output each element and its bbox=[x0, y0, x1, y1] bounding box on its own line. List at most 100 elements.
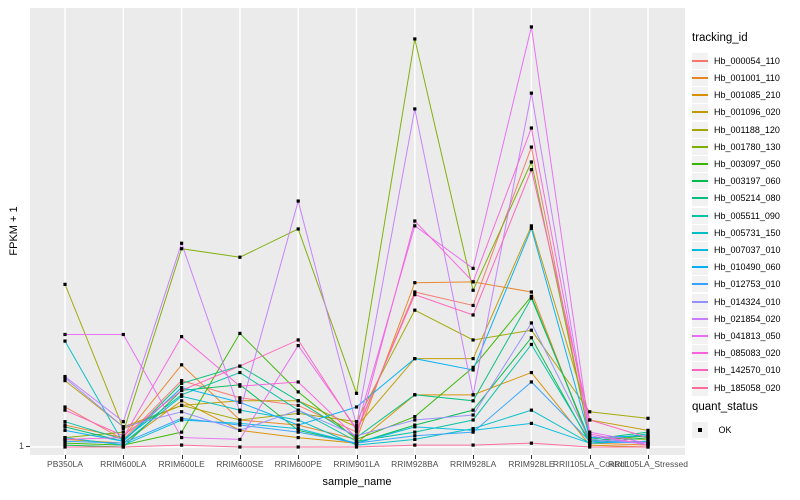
data-point bbox=[413, 356, 417, 361]
data-point bbox=[529, 336, 533, 340]
legend-item-Hb_185058_020: Hb_185058_020 bbox=[692, 379, 781, 396]
line-swatch-icon bbox=[692, 155, 708, 172]
data-point bbox=[413, 443, 417, 447]
line-swatch-icon bbox=[692, 52, 708, 69]
data-point bbox=[354, 430, 359, 434]
data-point bbox=[588, 410, 592, 414]
legend-label: Hb_021854_020 bbox=[714, 313, 781, 324]
y-tick-mark bbox=[26, 446, 30, 447]
data-point bbox=[354, 420, 359, 424]
data-point bbox=[296, 423, 300, 427]
data-point bbox=[471, 413, 475, 417]
data-point bbox=[529, 168, 533, 172]
line-swatch-icon bbox=[692, 69, 708, 86]
legend-item-Hb_001085_210: Hb_001085_210 bbox=[692, 86, 781, 104]
data-point bbox=[121, 443, 125, 447]
y-axis-title: FPKM + 1 bbox=[8, 206, 20, 256]
plot-panel bbox=[30, 8, 685, 455]
x-tick-mark bbox=[531, 455, 533, 459]
data-point bbox=[646, 435, 650, 440]
line-swatch-icon bbox=[692, 327, 708, 344]
data-point bbox=[413, 434, 417, 438]
data-point bbox=[413, 393, 417, 397]
data-point bbox=[63, 374, 67, 379]
data-point bbox=[180, 430, 184, 434]
data-point bbox=[646, 439, 650, 443]
data-point bbox=[354, 425, 359, 429]
data-point bbox=[180, 410, 184, 414]
y-tick-label-1: 1 bbox=[18, 441, 24, 451]
data-point bbox=[354, 445, 359, 449]
data-point bbox=[180, 399, 184, 403]
legend-label: Hb_007037_010 bbox=[714, 244, 781, 255]
line-swatch-icon bbox=[692, 362, 708, 379]
legend-item-Hb_021854_020: Hb_021854_020 bbox=[692, 310, 781, 327]
data-point bbox=[238, 423, 242, 427]
legend-item-Hb_003197_060: Hb_003197_060 bbox=[692, 172, 781, 190]
legend-label: Hb_041813_050 bbox=[714, 330, 781, 341]
data-point bbox=[529, 226, 533, 230]
x-axis-title: sample_name bbox=[322, 476, 392, 488]
x-tick-mark bbox=[123, 455, 125, 459]
data-point bbox=[529, 342, 533, 347]
legend-label: Hb_001001_110 bbox=[714, 72, 780, 83]
line-swatch-icon bbox=[692, 190, 708, 207]
legend-label: OK bbox=[718, 424, 732, 435]
data-point bbox=[296, 418, 300, 422]
data-point bbox=[296, 426, 300, 431]
data-point bbox=[121, 332, 125, 337]
data-point bbox=[121, 434, 125, 438]
data-point bbox=[180, 435, 184, 440]
data-point bbox=[354, 428, 359, 432]
chart-canvas bbox=[30, 8, 685, 455]
legend-item-Hb_085083_020: Hb_085083_020 bbox=[692, 344, 781, 362]
legend-label: Hb_000054_110 bbox=[714, 55, 780, 66]
data-point bbox=[238, 255, 242, 259]
line-swatch-icon bbox=[692, 104, 708, 121]
x-tick-label-PB350LA: PB350LA bbox=[47, 459, 83, 469]
data-point bbox=[238, 418, 242, 422]
x-tick-mark bbox=[414, 455, 416, 459]
data-point bbox=[354, 434, 359, 438]
data-point bbox=[413, 224, 417, 228]
legend-item-Hb_000054_110: Hb_000054_110 bbox=[692, 52, 780, 69]
data-point bbox=[238, 437, 242, 442]
legend-item-Hb_005214_080: Hb_005214_080 bbox=[692, 190, 781, 207]
data-point bbox=[63, 439, 67, 443]
data-point bbox=[121, 430, 125, 434]
data-point bbox=[238, 370, 242, 375]
data-point bbox=[529, 294, 533, 298]
data-point bbox=[121, 435, 125, 440]
data-point bbox=[413, 418, 417, 422]
data-point bbox=[413, 290, 417, 294]
data-point bbox=[238, 384, 242, 388]
data-point bbox=[296, 435, 300, 440]
data-point bbox=[471, 288, 475, 292]
data-point bbox=[471, 266, 475, 270]
data-point bbox=[529, 296, 533, 300]
legend-label: Hb_014324_010 bbox=[714, 296, 781, 307]
data-point bbox=[354, 437, 359, 442]
data-point bbox=[180, 385, 184, 390]
data-point bbox=[354, 423, 359, 427]
data-point bbox=[413, 293, 417, 297]
data-point bbox=[413, 425, 417, 429]
data-point bbox=[588, 439, 592, 443]
data-point bbox=[63, 428, 67, 432]
legend-item-Hb_041813_050: Hb_041813_050 bbox=[692, 327, 781, 344]
data-point bbox=[180, 247, 184, 251]
data-point bbox=[413, 219, 417, 223]
data-point bbox=[413, 423, 417, 427]
x-tick-mark bbox=[298, 455, 300, 459]
x-tick-label-RRIM600LE: RRIM600LE bbox=[158, 459, 205, 469]
line-swatch-icon bbox=[692, 293, 708, 310]
data-point bbox=[63, 435, 67, 440]
ok-square-icon bbox=[692, 421, 708, 438]
line-swatch-icon bbox=[692, 224, 708, 241]
data-point bbox=[121, 441, 125, 445]
data-point bbox=[471, 303, 475, 308]
data-point bbox=[471, 430, 475, 434]
data-point bbox=[296, 399, 300, 403]
data-point bbox=[180, 443, 184, 447]
data-point bbox=[121, 420, 125, 424]
